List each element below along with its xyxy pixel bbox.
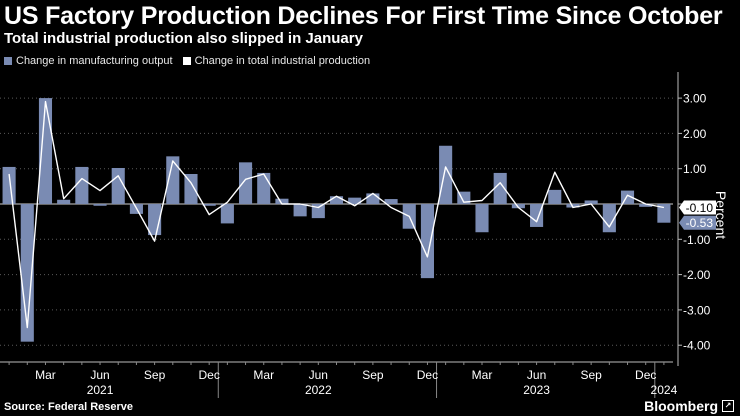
y-tick-label: -1.00	[683, 233, 711, 247]
bar-manufacturing	[548, 189, 562, 204]
bar-manufacturing	[329, 196, 344, 204]
x-tick-label: Sep	[362, 368, 384, 382]
bar-manufacturing	[657, 204, 671, 223]
bar-manufacturing	[202, 204, 216, 206]
bar-manufacturing	[530, 204, 544, 227]
legend-item-manufacturing: Change in manufacturing output	[4, 55, 173, 67]
bars-series	[2, 98, 671, 342]
x-tick-label: Sep	[144, 368, 166, 382]
legend-label-total: Change in total industrial production	[194, 55, 371, 67]
x-tick-label: Mar	[35, 368, 56, 382]
bar-manufacturing	[348, 197, 362, 204]
x-tick-label: Jun	[309, 368, 328, 382]
brand-logo: Bloomberg ↗	[644, 398, 734, 414]
bar-manufacturing	[239, 162, 253, 204]
gridlines	[0, 97, 673, 346]
bloomberg-link-icon: ↗	[722, 400, 734, 412]
bar-manufacturing	[584, 200, 598, 204]
line-total-production	[8, 100, 665, 329]
end-label-total-text: -0.10	[686, 201, 714, 215]
axes: 3.00 2.00 1.00 -1.00 -2.00 -3.00 -4.00 Mar Jun Se…	[0, 72, 711, 398]
bar-manufacturing	[384, 199, 398, 204]
y-tick-label: -3.00	[683, 303, 711, 317]
end-label-manufacturing: -0.53	[679, 215, 716, 230]
end-label-manufacturing-tag	[679, 215, 716, 230]
legend-item-total: Change in total industrial production	[182, 55, 371, 67]
y-tick-label: 2.00	[683, 127, 707, 141]
bar-manufacturing	[75, 166, 89, 204]
source-note: Source: Federal Reserve	[4, 401, 134, 413]
x-year-label: 2024	[651, 383, 678, 397]
bar-manufacturing	[602, 204, 616, 233]
chart-title: US Factory Production Declines For First…	[4, 2, 723, 30]
y-tick-label: 1.00	[683, 162, 707, 176]
bar-manufacturing	[257, 172, 271, 204]
x-tick-label: Dec	[635, 368, 656, 382]
bar-manufacturing	[439, 145, 453, 204]
y-tick-label: -2.00	[683, 268, 711, 282]
x-year-label: 2023	[523, 383, 550, 397]
bar-manufacturing	[639, 204, 653, 207]
x-year-label: 2021	[87, 383, 114, 397]
bar-manufacturing	[366, 193, 380, 204]
line-series	[8, 100, 665, 329]
brand-name: Bloomberg	[644, 398, 718, 414]
x-tick-label: Jun	[90, 368, 109, 382]
bar-manufacturing	[566, 204, 580, 208]
bar-manufacturing	[493, 172, 507, 204]
legend: Change in manufacturing output Change in…	[4, 55, 370, 67]
bar-manufacturing	[420, 204, 434, 279]
bar-manufacturing	[38, 98, 53, 204]
legend-swatch-line	[182, 57, 191, 65]
legend-swatch-bar	[4, 57, 12, 65]
bar-manufacturing	[93, 204, 107, 206]
x-tick-label: Mar	[253, 368, 274, 382]
x-tick-label: Dec	[417, 368, 438, 382]
y-tick-label: 3.00	[683, 92, 707, 106]
bar-manufacturing	[57, 199, 71, 204]
bar-manufacturing	[275, 198, 289, 204]
x-tick-label: Dec	[199, 368, 220, 382]
bar-manufacturing	[293, 204, 307, 217]
legend-label-manufacturing: Change in manufacturing output	[16, 55, 173, 67]
bar-manufacturing	[20, 204, 34, 342]
bar-manufacturing	[220, 204, 234, 224]
x-tick-label: Mar	[472, 368, 493, 382]
bar-manufacturing	[511, 204, 525, 209]
bar-manufacturing	[184, 173, 198, 204]
end-labels: -0.10-0.53	[679, 200, 716, 230]
bar-manufacturing	[166, 156, 180, 204]
x-year-label: 2022	[305, 383, 332, 397]
y-axis-title: Percent	[713, 190, 729, 240]
x-tick-label: Jun	[527, 368, 546, 382]
x-tick-label: Sep	[580, 368, 602, 382]
y-tick-label: -4.00	[683, 339, 711, 353]
bar-manufacturing	[111, 167, 125, 204]
end-label-total-tag	[679, 200, 716, 215]
bar-manufacturing	[2, 166, 16, 204]
chart-subtitle: Total industrial production also slipped…	[4, 30, 363, 47]
bar-manufacturing	[475, 204, 489, 233]
end-label-manufacturing-text: -0.53	[686, 216, 714, 230]
end-label-total: -0.10	[679, 200, 716, 215]
